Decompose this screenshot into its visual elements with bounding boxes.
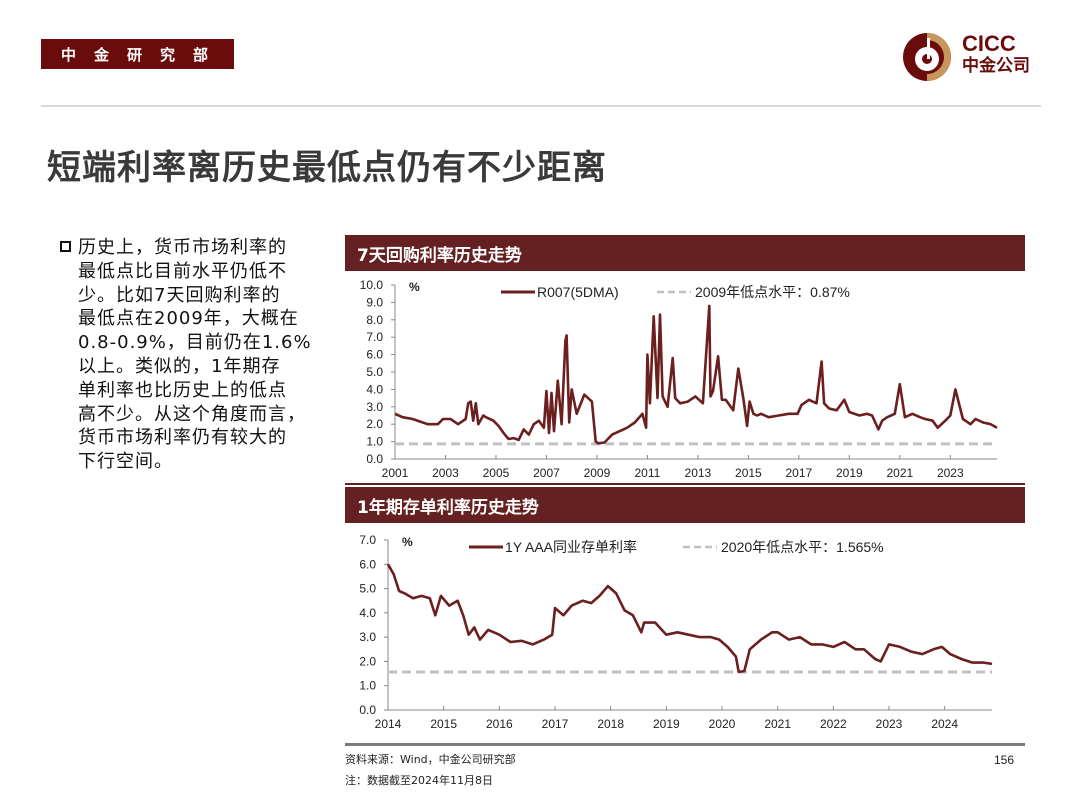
x-tick-label: 2021 (886, 466, 913, 480)
x-tick-label: 2019 (653, 717, 680, 731)
x-tick-label: 2017 (542, 717, 569, 731)
hollow-square-bullet-icon (60, 241, 71, 252)
x-tick-label: 2023 (876, 717, 903, 731)
y-tick-label: 5.0 (366, 365, 383, 379)
x-tick-label: 2013 (685, 466, 712, 480)
bullet-line: 下行空间。 (78, 451, 173, 473)
x-tick-label: 2022 (820, 717, 847, 731)
y-tick-label: 10.0 (360, 278, 384, 292)
y-tick-label: 3.0 (359, 630, 376, 644)
legend-label: 1Y AAA同业存单利率 (505, 539, 637, 555)
page-title: 短端利率离历史最低点仍有不少距离 (47, 148, 607, 188)
x-tick-label: 2009 (584, 466, 611, 480)
x-tick-label: 2019 (836, 466, 863, 480)
series-line (394, 304, 998, 445)
x-tick-label: 2021 (764, 717, 791, 731)
chart1-divider (345, 483, 1025, 485)
y-tick-label: 4.0 (359, 606, 376, 620)
y-tick-label: 3.0 (366, 400, 383, 414)
cicc-logo-icon (903, 33, 951, 81)
chart1-header: 7天回购利率历史走势 (345, 235, 1025, 271)
header-divider (41, 105, 1041, 107)
bullet-line: 少。比如7天回购利率的 (78, 284, 281, 306)
x-tick-label: 2015 (430, 717, 457, 731)
bullet-line: 0.8-0.9%，目前仍在1.6% (78, 332, 312, 354)
bullet-line: 历史上，货币市场利率的 (78, 237, 287, 258)
y-tick-label: 1.0 (366, 435, 383, 449)
bullet-line: 最低点在2009年，大概在 (78, 308, 299, 330)
bullet-line: 高不少。从这个角度而言， (78, 403, 306, 425)
chart1-title: 7天回购利率历史走势 (357, 245, 522, 266)
chart-ncd-1y: 0.0 1.0 2.0 3.0 4.0 5.0 6.0 7.0 2014 2015 2016 2017… (359, 533, 993, 731)
x-tick-label: 2023 (937, 466, 964, 480)
unit-label: % (409, 280, 420, 294)
x-tick-label: 2020 (709, 717, 736, 731)
y-tick-label: 2.0 (366, 417, 383, 431)
chart2-divider (345, 743, 1025, 746)
x-tick-label: 2001 (382, 466, 409, 480)
bullet-line: 最低点比目前水平仍低不 (78, 260, 287, 282)
source-note: 资料来源：Wind，中金公司研究部 (345, 753, 516, 766)
y-tick-label: 0.0 (359, 703, 376, 717)
logo-text-cn: 中金公司 (962, 56, 1030, 76)
bullet-line: 单利率也比历史上的低点 (78, 379, 287, 401)
unit-label: % (402, 535, 413, 549)
department-badge-label: 中金研究部 (60, 45, 226, 64)
chart2-header: 1年期存单利率历史走势 (345, 487, 1025, 523)
y-tick-label: 5.0 (359, 582, 376, 596)
logo-text-en: CICC (962, 31, 1016, 56)
x-tick-label: 2007 (533, 466, 560, 480)
y-tick-label: 7.0 (359, 533, 376, 547)
x-tick-label: 2015 (735, 466, 762, 480)
chart-r007: 0.0 1.0 2.0 3.0 4.0 5.0 6.0 7.0 8.0 9.0 10.0 2001 20… (360, 278, 998, 480)
y-tick-label: 7.0 (366, 330, 383, 344)
x-tick-label: 2016 (486, 717, 513, 731)
y-tick-label: 6.0 (366, 348, 383, 362)
chart2-title: 1年期存单利率历史走势 (357, 497, 539, 518)
x-tick-label: 2024 (931, 717, 958, 731)
x-tick-label: 2014 (375, 717, 402, 731)
x-tick-label: 2011 (635, 466, 661, 480)
series-line (386, 563, 993, 674)
legend-label: 2009年低点水平：0.87% (695, 284, 850, 300)
y-tick-label: 0.0 (366, 452, 383, 466)
legend-label: 2020年低点水平：1.565% (721, 539, 884, 555)
y-tick-label: 8.0 (366, 313, 383, 327)
y-tick-label: 4.0 (366, 382, 383, 396)
y-tick-label: 2.0 (359, 654, 376, 668)
x-tick-label: 2005 (483, 466, 510, 480)
bullet-line: 以上。类似的，1年期存 (78, 355, 281, 377)
department-badge: 中金研究部 (41, 39, 234, 69)
page-number: 156 (994, 753, 1015, 767)
bullet-paragraph: 历史上，货币市场利率的 最低点比目前水平仍低不 少。比如7天回购利率的 最低点在… (60, 236, 335, 474)
data-note: 注：数据截至2024年11月8日 (345, 774, 493, 787)
y-tick-label: 1.0 (359, 679, 376, 693)
legend-label: R007(5DMA) (537, 284, 619, 300)
y-tick-label: 9.0 (366, 295, 383, 309)
y-tick-label: 6.0 (359, 557, 376, 571)
x-tick-label: 2018 (597, 717, 624, 731)
x-tick-label: 2003 (432, 466, 459, 480)
x-tick-label: 2017 (786, 466, 813, 480)
bullet-line: 货币市场利率仍有较大的 (78, 427, 287, 449)
